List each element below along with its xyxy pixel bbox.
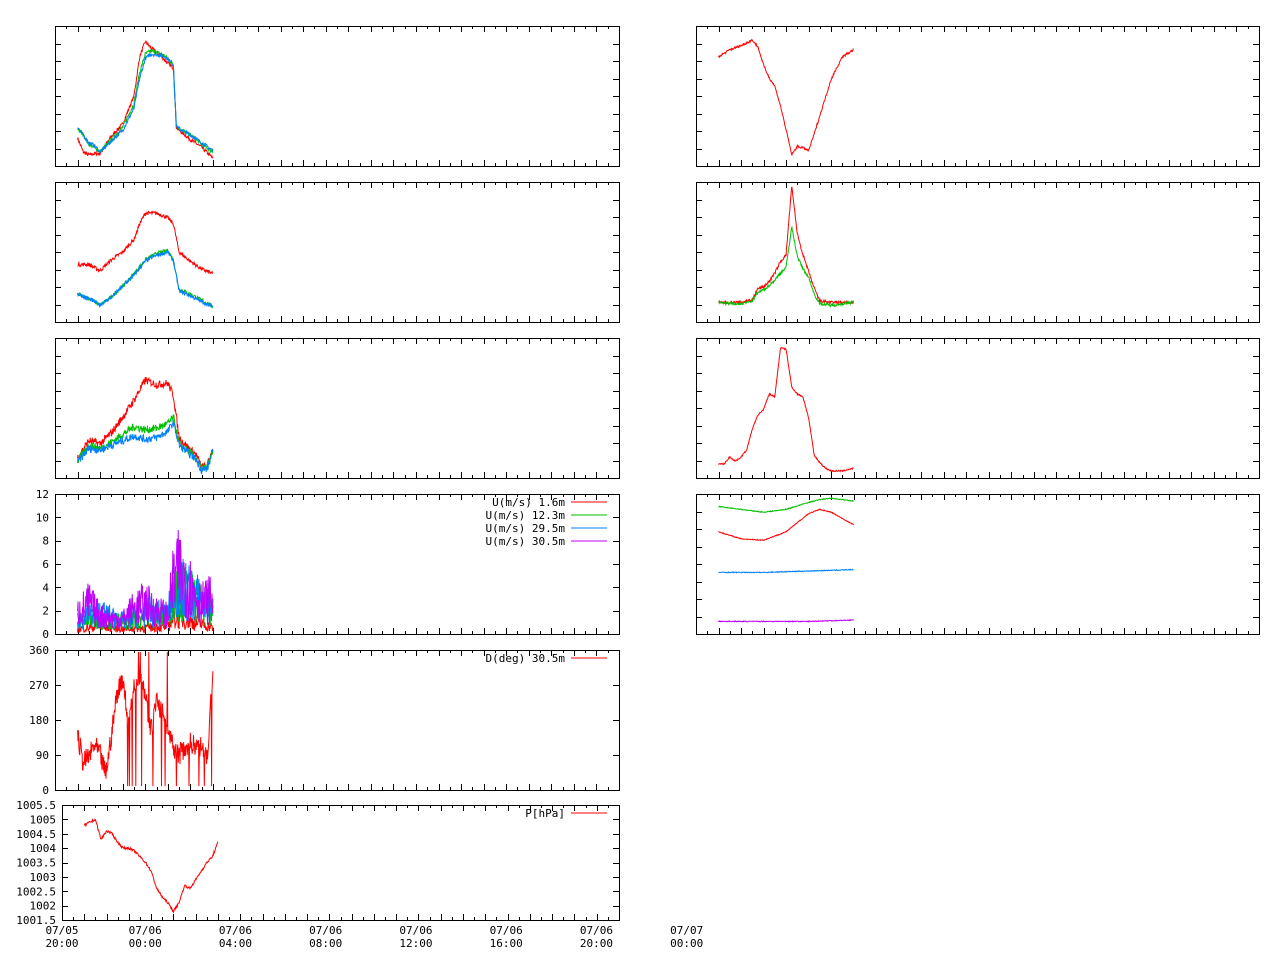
wind-speed-panel-ytick-label: 8 xyxy=(42,535,49,548)
wind-speed-panel-ytick-label: 6 xyxy=(42,558,49,571)
x-tick-label-date: 07/05 xyxy=(45,924,78,937)
pressure-panel-ytick-label: 1003 xyxy=(30,871,57,884)
humidity-panel-frame xyxy=(55,182,620,323)
wind-direction-panel-ytick-label: 270 xyxy=(29,679,49,692)
x-tick-label-time: 20:00 xyxy=(45,937,78,950)
x-tick-label-time: 00:00 xyxy=(129,937,162,950)
wind-direction-panel-ytick-label: 360 xyxy=(29,644,49,657)
x-tick-label-date: 07/06 xyxy=(219,924,252,937)
x-tick-label-date: 07/06 xyxy=(399,924,432,937)
pressure-panel-ytick-label: 1003.5 xyxy=(16,857,56,870)
x-tick-label-time: 00:00 xyxy=(670,937,703,950)
right-panel-4-frame xyxy=(696,494,1260,635)
wind-speed-panel-legend-label: U(m/s) 29.5m xyxy=(486,522,566,535)
pressure-panel-ytick-label: 1001.5 xyxy=(16,914,56,927)
humidity-panel-series-1 xyxy=(77,210,214,275)
x-tick-label-date: 07/06 xyxy=(580,924,613,937)
temperature-panel-frame xyxy=(55,26,620,167)
pressure-panel-ytick-label: 1002 xyxy=(30,900,57,913)
right-panel-2-series-2 xyxy=(718,225,855,309)
variance-panel-series-2 xyxy=(77,414,214,473)
wind-direction-panel-ytick-label: 180 xyxy=(29,714,49,727)
variance-panel-series-3 xyxy=(77,419,214,475)
right-panel-3-frame xyxy=(696,338,1260,479)
wind-speed-panel-legend-label: U(m/s) 30.5m xyxy=(486,535,566,548)
variance-panel-frame xyxy=(55,338,620,479)
x-tick-label-date: 07/07 xyxy=(670,924,703,937)
pressure-panel-ytick-label: 1004.5 xyxy=(16,828,56,841)
right-panel-4-series-1 xyxy=(718,497,854,514)
humidity-panel-series-2 xyxy=(77,248,214,309)
x-tick-label-time: 16:00 xyxy=(490,937,523,950)
x-tick-label-time: 12:00 xyxy=(399,937,432,950)
temperature-panel-series-3 xyxy=(77,52,214,154)
wind-direction-panel-legend-label: D(deg) 30.5m xyxy=(486,652,566,665)
wind-speed-panel-legend-label: U(m/s) 12.3m xyxy=(486,509,566,522)
x-tick-label-time: 04:00 xyxy=(219,937,252,950)
wind-speed-panel-ytick-label: 4 xyxy=(42,581,49,594)
x-tick-label-time: 08:00 xyxy=(309,937,342,950)
wind-speed-panel-ytick-label: 2 xyxy=(42,605,49,618)
right-panel-1-series-1 xyxy=(718,38,854,156)
wind-speed-panel-ytick-label: 10 xyxy=(36,511,49,524)
right-panel-2-series-1 xyxy=(718,186,854,306)
wind-speed-panel-series-4 xyxy=(77,529,214,631)
x-tick-label-date: 07/06 xyxy=(309,924,342,937)
right-panel-3-series-1 xyxy=(718,346,854,473)
wind-speed-panel-ytick-label: 0 xyxy=(42,628,49,641)
pressure-panel-legend-label: P[hPa] xyxy=(525,807,565,820)
x-tick-label-date: 07/06 xyxy=(490,924,523,937)
temperature-panel-series-2 xyxy=(77,48,214,154)
wind-direction-panel-ytick-label: 90 xyxy=(36,749,49,762)
wind-speed-panel-legend-label: U(m/s) 1.6m xyxy=(492,496,565,509)
right-panel-4-series-4 xyxy=(718,618,855,623)
pressure-panel-ytick-label: 1004 xyxy=(30,842,57,855)
pressure-panel-series-1 xyxy=(83,818,219,914)
pressure-panel-ytick-label: 1005 xyxy=(30,813,57,826)
right-panel-4-series-2 xyxy=(718,508,855,542)
right-panel-1-frame xyxy=(696,26,1260,167)
humidity-panel-series-3 xyxy=(77,249,214,309)
x-tick-label-time: 20:00 xyxy=(580,937,613,950)
x-tick-label-date: 07/06 xyxy=(129,924,162,937)
pressure-panel-ytick-label: 1005.5 xyxy=(16,799,56,812)
wind-speed-panel-ytick-label: 12 xyxy=(36,488,49,501)
right-panel-2-frame xyxy=(696,182,1260,323)
wind-direction-panel-ytick-label: 0 xyxy=(42,784,49,797)
wind-direction-panel-series-1 xyxy=(77,651,214,787)
pressure-panel-ytick-label: 1002.5 xyxy=(16,885,56,898)
right-panel-4-series-3 xyxy=(718,568,854,574)
temperature-panel-series-1 xyxy=(77,40,214,159)
